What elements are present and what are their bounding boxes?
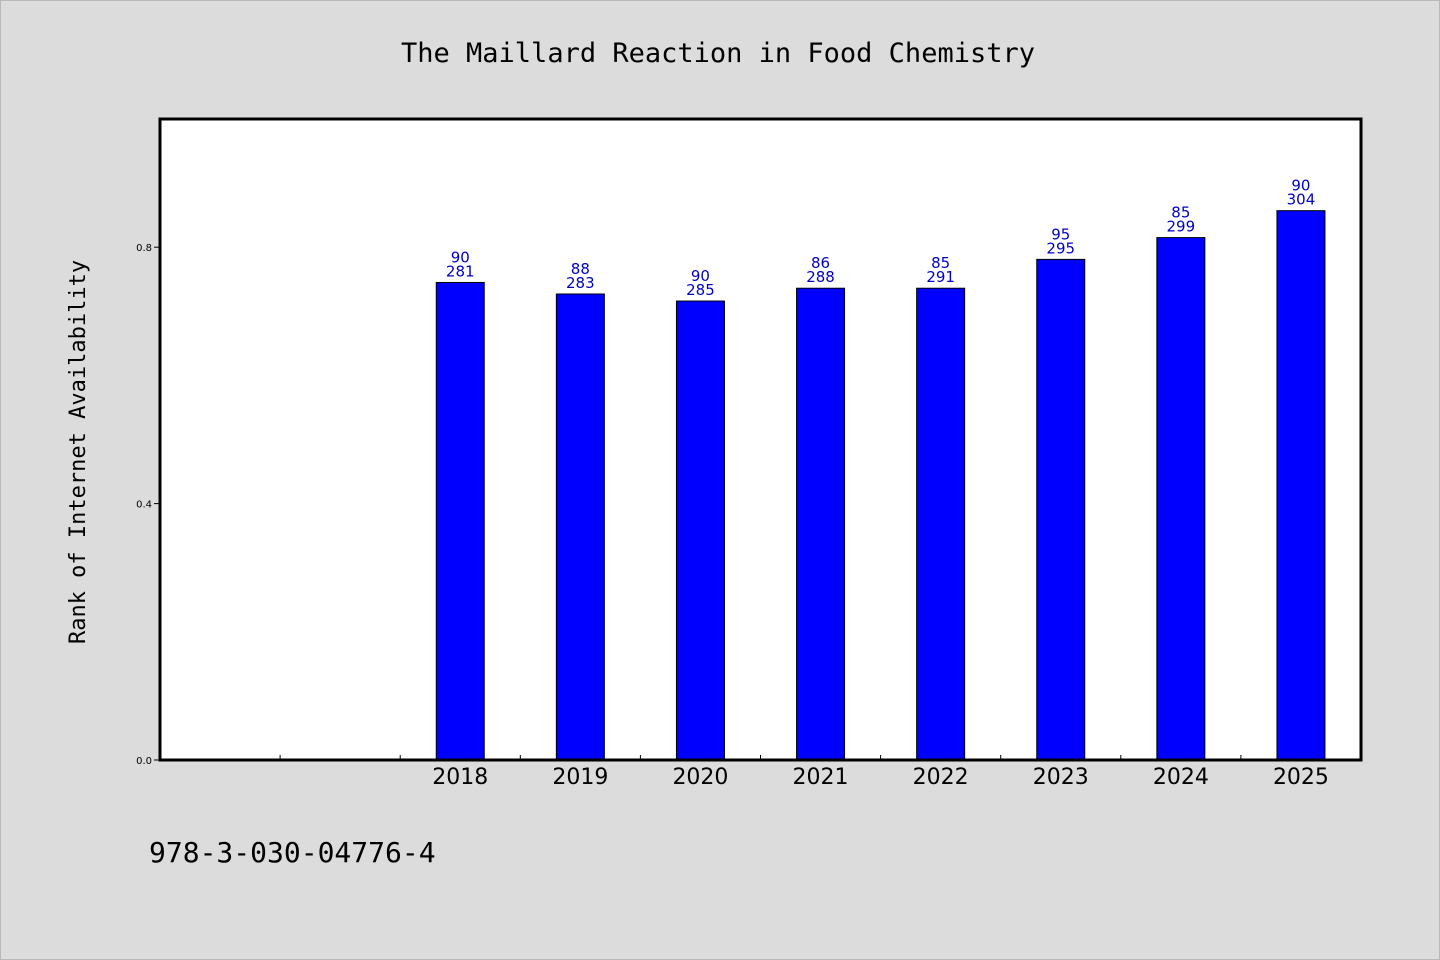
bar: [1036, 258, 1086, 761]
data-label-top: 90: [451, 248, 470, 266]
data-label-top: 90: [1291, 177, 1310, 195]
data-label-bottom: 299: [1167, 218, 1196, 236]
x-tick-label: 2025: [1273, 765, 1329, 790]
data-label-top: 85: [1171, 204, 1190, 222]
data-label-bottom: 283: [566, 274, 595, 292]
x-tick-label: 2022: [913, 765, 969, 790]
bar: [675, 300, 725, 761]
bar: [435, 281, 485, 761]
isbn-code: 978-3-030-04776-4: [149, 836, 436, 869]
data-label-bottom: 281: [446, 262, 475, 280]
bar: [555, 293, 605, 761]
x-tick-label: 2018: [432, 765, 488, 790]
x-tick-label: 2021: [793, 765, 849, 790]
data-label-bottom: 288: [806, 268, 835, 286]
x-tick-label: 2024: [1153, 765, 1209, 790]
y-tick-label: 0.4: [136, 500, 152, 511]
data-label-bottom: 285: [686, 281, 715, 299]
x-tick-label: 2023: [1033, 765, 1089, 790]
data-label-top: 88: [571, 260, 590, 278]
y-tick-label: 0.0: [136, 756, 152, 767]
data-label-top: 86: [811, 254, 830, 272]
plot-border: [158, 117, 1363, 762]
data-label-bottom: 295: [1046, 239, 1075, 257]
y-axis-label: Rank of Internet Availability: [66, 260, 91, 644]
data-label-top: 90: [691, 267, 710, 285]
x-tick-label: 2019: [552, 765, 608, 790]
data-label-bottom: 291: [926, 268, 955, 286]
x-tick-label: 2020: [672, 765, 728, 790]
data-label-bottom: 304: [1287, 191, 1316, 209]
bars-layer: [435, 210, 1326, 761]
data-label-top: 95: [1051, 225, 1070, 243]
bar: [796, 287, 846, 761]
bar: [916, 287, 966, 761]
bar: [1156, 237, 1206, 761]
y-tick-label: 0.8: [136, 243, 152, 254]
bar: [1276, 210, 1326, 761]
axes-layer: 0.0 0.4 0.8 2018 2019 2020 2021 2022 2023 2024 202…: [136, 243, 1329, 790]
chart-title: The Maillard Reaction in Food Chemistry: [401, 38, 1035, 69]
data-label-top: 85: [931, 254, 950, 272]
